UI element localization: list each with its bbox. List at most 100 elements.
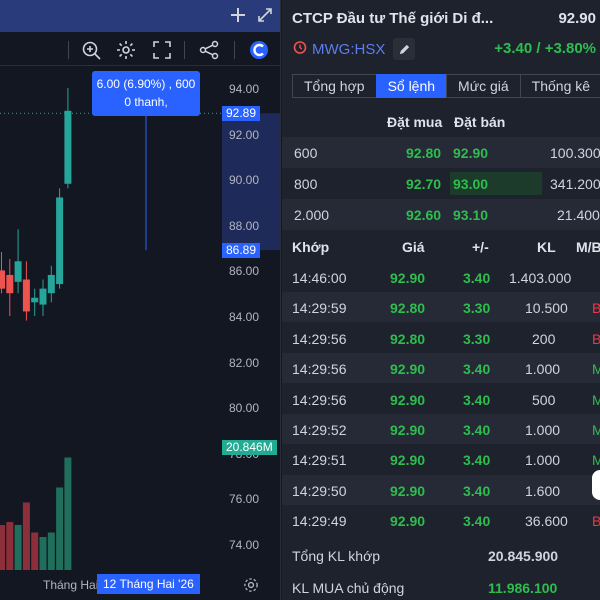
price-axis-tick: 82.00 [229, 355, 260, 370]
price-axis-tick: 86.00 [229, 264, 260, 279]
orderbook-buy-header: Đặt mua [387, 114, 443, 130]
scroll-handle[interactable] [592, 470, 600, 500]
share-icon[interactable] [198, 39, 220, 61]
tab-orderbook[interactable]: Sổ lệnh [375, 74, 448, 98]
volume-bar [47, 532, 55, 570]
price-axis-tick: 84.00 [229, 310, 260, 324]
summary-row: KL MUA chủ động 11.986.100 [282, 572, 600, 600]
trade-row: 14:29:56 92.90 3.40 500 M [282, 384, 600, 414]
volume-bar [56, 487, 64, 570]
measure-tooltip: 6.00 (6.90%) , 600 0 thanh, [92, 71, 200, 116]
candle-body [0, 270, 5, 289]
candle-body [56, 197, 64, 285]
trade-side: B [592, 330, 600, 347]
stock-title: CTCP Đầu tư Thế giới Di đ... [292, 10, 494, 27]
sell-price[interactable]: 92.90 [453, 145, 489, 161]
selected-price-band [222, 113, 280, 251]
tooltip-line-1: 6.00 (6.90%) , 600 [96, 77, 196, 91]
alarm-clock-icon[interactable] [292, 39, 308, 60]
trade-change: 3.40 [463, 452, 491, 469]
trade-time: 14:29:51 [292, 452, 347, 469]
ticker-symbol[interactable]: MWG:HSX [312, 40, 386, 58]
trade-side: B [592, 513, 600, 530]
volume-bar [31, 532, 39, 570]
trade-side: M [592, 422, 600, 438]
time-axis[interactable]: Tháng Hai 12 Tháng Hai '26 [0, 570, 280, 600]
time-label-month: Tháng Hai [43, 578, 99, 592]
trade-row: 14:29:56 92.80 3.30 200 B [282, 323, 600, 353]
orderbook-row: 2.000 92.60 93.10 21.400 [282, 199, 600, 230]
trade-change: 3.40 [463, 482, 491, 499]
chart-panel: 6.00 (6.90%) , 600 0 thanh, 94.00 92.00 90… [0, 0, 281, 600]
plus-icon[interactable] [230, 7, 246, 26]
price-change: +3.40 / +3.80% [494, 40, 596, 57]
trade-price: 92.90 [390, 361, 426, 378]
trade-time: 14:29:50 [292, 482, 347, 499]
app-logo-icon[interactable] [248, 39, 270, 61]
trade-price: 92.90 [390, 452, 426, 469]
tooltip-line-2: 0 thanh, [124, 95, 168, 109]
trade-time: 14:29:59 [292, 300, 347, 317]
trade-volume: 1.000 [525, 452, 561, 469]
candle-body [39, 288, 47, 305]
trade-volume: 1.000 [525, 422, 561, 438]
summary-label: Tổng KL khớp [292, 548, 381, 564]
trades-time-header: Khớp [292, 239, 330, 255]
summary-value: 11.986.100 [488, 580, 558, 596]
tab-statistics[interactable]: Thống kê [519, 74, 600, 98]
price-axis-tick: 74.00 [229, 538, 260, 552]
price-axis-tick: 90.00 [229, 173, 260, 188]
trade-time: 14:29:56 [292, 330, 347, 347]
candle-body [22, 279, 30, 312]
trades-price-header: Giá [402, 239, 425, 255]
buy-price[interactable]: 92.70 [406, 176, 442, 192]
buy-volume: 2.000 [294, 207, 330, 223]
fullscreen-icon[interactable] [151, 39, 173, 61]
gear-icon[interactable] [242, 576, 260, 599]
trade-price: 92.90 [390, 482, 426, 499]
trade-time: 14:46:00 [292, 270, 347, 286]
trade-change: 3.40 [463, 513, 491, 530]
trade-time: 14:29:52 [292, 422, 347, 438]
buy-price[interactable]: 92.80 [406, 145, 442, 161]
buy-price[interactable]: 92.60 [406, 207, 442, 223]
trade-row: 14:29:59 92.80 3.30 10.500 B [282, 292, 600, 323]
trade-change: 3.40 [463, 361, 491, 378]
price-chart[interactable] [0, 66, 281, 570]
lower-price-tag: 86.89 [222, 243, 261, 258]
trade-row: 14:29:56 92.90 3.40 1.000 M [282, 353, 600, 384]
trade-time: 14:29:49 [292, 513, 347, 530]
trade-price: 92.90 [390, 391, 426, 408]
crosshair-date-tag: 12 Tháng Hai '26 [97, 574, 200, 594]
detail-tabs: Tổng hợp Sổ lệnh Mức giá Thống kê [292, 74, 600, 98]
trade-volume: 1.403.000 [509, 270, 572, 286]
buy-volume: 800 [294, 176, 318, 192]
trade-volume: 10.500 [525, 300, 568, 317]
gear-icon[interactable] [115, 39, 137, 61]
chart-top-bar [0, 0, 280, 32]
orderbook-row: 600 92.80 92.90 100.300 [282, 137, 600, 168]
trade-change: 3.30 [463, 330, 491, 347]
trade-volume: 1.600 [525, 482, 561, 499]
sell-volume: 100.300 [550, 145, 600, 161]
candle-body [47, 274, 55, 294]
trade-price: 92.90 [390, 270, 426, 286]
summary-value: 20.845.900 [488, 548, 559, 564]
trade-price: 92.90 [390, 422, 426, 438]
tab-price-levels[interactable]: Mức giá [446, 74, 521, 98]
stock-price: 92.90 [558, 10, 596, 27]
candle-body [64, 110, 72, 184]
sell-price[interactable]: 93.10 [453, 207, 489, 223]
trade-time: 14:29:56 [292, 391, 347, 408]
toolbar-divider [68, 41, 69, 59]
trade-volume: 200 [532, 330, 556, 347]
zoom-icon[interactable] [80, 39, 102, 61]
expand-arrows-icon[interactable] [257, 7, 273, 26]
tab-overview[interactable]: Tổng hợp [292, 74, 377, 98]
trade-volume: 1.000 [525, 361, 561, 378]
edit-button[interactable] [393, 38, 416, 60]
volume-bar [22, 502, 30, 570]
sell-price[interactable]: 93.00 [453, 176, 489, 192]
volume-bar [0, 525, 5, 570]
price-axis-tick: 88.00 [229, 218, 260, 233]
